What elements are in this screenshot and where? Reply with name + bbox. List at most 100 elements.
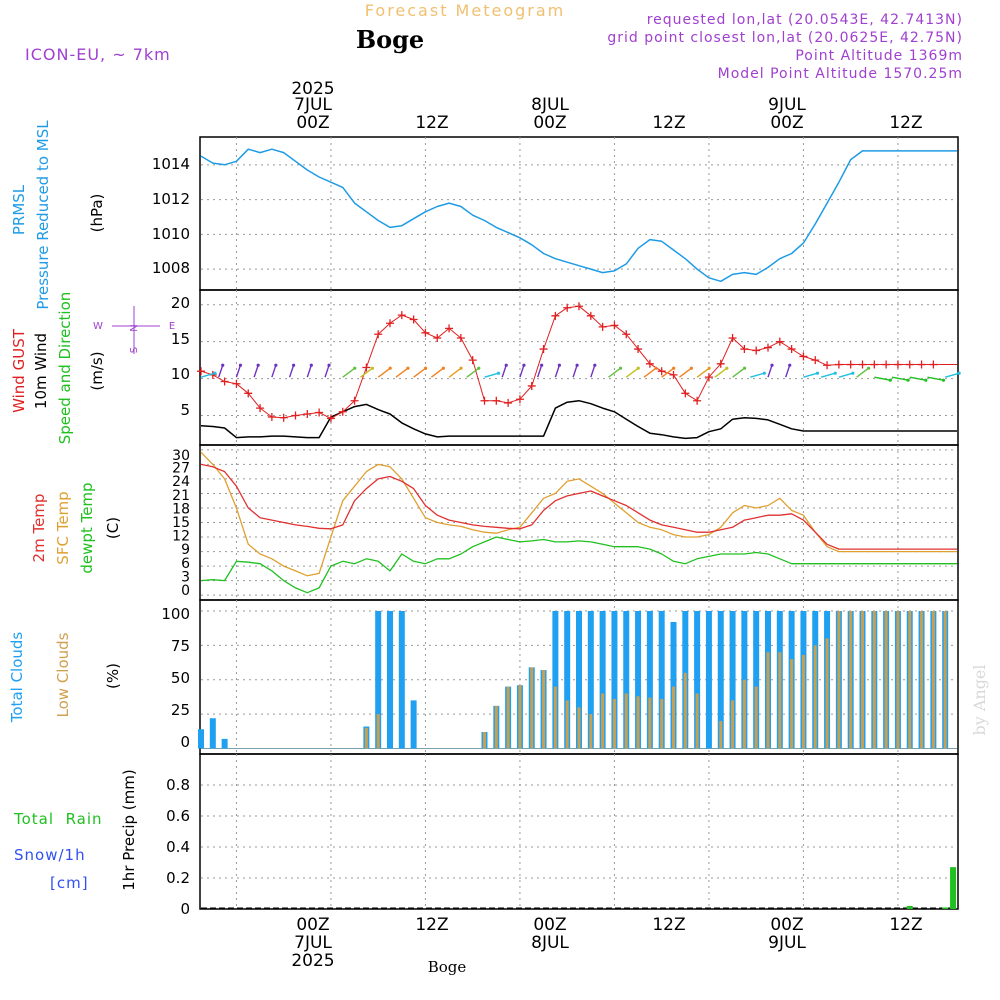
wind-gust-label: Wind GUST xyxy=(10,328,28,413)
gust-marker xyxy=(374,330,383,339)
low-cloud-bar xyxy=(483,732,486,749)
low-cloud-bar xyxy=(518,685,522,749)
total-cloud-bar xyxy=(717,611,724,749)
temp-ytick: 21 xyxy=(172,488,190,504)
gust-marker xyxy=(929,360,938,369)
gust-marker xyxy=(244,389,253,398)
wind-panel-frame xyxy=(199,289,959,446)
gust-marker xyxy=(740,345,749,354)
wind-arrow xyxy=(448,367,462,378)
wind10m-line xyxy=(200,399,957,440)
low-cloud-bar xyxy=(376,714,380,749)
precip-bars xyxy=(201,867,957,909)
wind-arrow-head xyxy=(441,366,445,370)
wind-arrow xyxy=(714,367,728,378)
low-cloud-bar xyxy=(731,700,735,749)
gust-marker xyxy=(575,302,583,311)
gust-marker xyxy=(799,352,808,361)
wind-arrow xyxy=(430,367,444,378)
gust-marker xyxy=(882,360,891,369)
gust-marker xyxy=(480,396,489,405)
pressure-line xyxy=(200,148,957,283)
wind-arrow xyxy=(696,367,710,378)
gust-marker xyxy=(504,398,513,407)
sfc-temp-line xyxy=(200,451,957,577)
low-cloud-bar xyxy=(896,611,900,749)
wind-arrow xyxy=(235,364,242,378)
gust-marker xyxy=(303,410,312,418)
wind-arrow-head xyxy=(388,366,392,370)
wind-arrow-head xyxy=(522,363,526,367)
wind-arrow-head xyxy=(477,366,481,370)
low-cloud-bar xyxy=(589,714,593,749)
top-tick-label: 12Z xyxy=(652,113,685,133)
cloud-bars xyxy=(198,611,957,749)
top-tick-label: 00Z xyxy=(770,113,803,133)
low-cloud-bar xyxy=(683,672,687,749)
wind-arrow xyxy=(856,367,870,378)
temp-dewpt-label: dewpt Temp xyxy=(78,482,96,573)
temp-unit: (C) xyxy=(104,517,122,539)
temp-labels: 2m Temp SFC Temp dewpt Temp (C) xyxy=(30,482,122,573)
temp-ytick: 15 xyxy=(172,515,190,531)
low-cloud-bar xyxy=(636,696,640,749)
gust-marker xyxy=(634,345,643,354)
wind-arrow-head xyxy=(256,363,260,367)
total-cloud-bar xyxy=(375,611,382,749)
wind-arrow-head xyxy=(851,371,855,375)
wind-arrow xyxy=(536,364,543,378)
top-tick-label: 12Z xyxy=(415,113,448,133)
gust-marker xyxy=(870,360,879,369)
gust-marker xyxy=(232,379,241,388)
wind-arrow-head xyxy=(327,363,331,367)
pressure-ytick: 1008 xyxy=(152,259,190,277)
wind-arrow-head xyxy=(238,363,243,367)
gust-markers xyxy=(197,302,938,423)
wind-arrow-head xyxy=(906,378,910,382)
gust-marker xyxy=(256,404,265,413)
model-label: ICON-EU, ~ 7km xyxy=(25,45,171,64)
gust-marker xyxy=(598,322,607,331)
low-cloud-bar xyxy=(813,645,817,749)
top-year: 2025 xyxy=(291,79,334,99)
low-cloud-bar xyxy=(766,652,770,749)
gust-marker xyxy=(811,356,820,365)
gust-marker xyxy=(586,311,595,320)
gust-marker xyxy=(362,363,371,372)
bottom-tick-label: 00Z xyxy=(533,915,566,935)
gust-marker xyxy=(267,412,276,421)
gust-marker xyxy=(492,396,501,405)
total-cloud-bar xyxy=(221,738,228,749)
low-cloud-bar xyxy=(742,679,746,749)
wind-arrows xyxy=(200,363,961,382)
low-cloud-bar xyxy=(920,611,924,749)
precip-labels: Total Rain Snow/1h [cm] 1hr Precip (mm) xyxy=(13,769,138,892)
grid-lines xyxy=(201,137,957,909)
gust-marker xyxy=(468,356,477,365)
wind-arrow xyxy=(767,364,773,378)
wind-arrow-head xyxy=(689,366,694,370)
gust-marker xyxy=(421,328,430,337)
cloud-unit: (%) xyxy=(104,663,122,689)
info-grid-point: grid point closest lon,lat (20.0625E, 42… xyxy=(607,30,963,46)
low-cloud-bar xyxy=(364,727,368,749)
temp-ytick: 27 xyxy=(172,461,190,477)
gust-marker xyxy=(716,359,725,368)
cloud-ytick: 100 xyxy=(161,605,190,623)
series-lines xyxy=(200,148,957,594)
gust-marker xyxy=(823,361,832,370)
low-cloud-bar xyxy=(530,667,534,749)
total-cloud-bar xyxy=(198,729,204,749)
precip-panel-frame xyxy=(199,753,959,910)
wind-arrow xyxy=(377,367,391,378)
wind-arrow-head xyxy=(924,378,928,382)
total-cloud-bar xyxy=(599,611,606,749)
precip-snow-label: Snow/1h xyxy=(14,846,86,864)
gust-marker xyxy=(563,303,572,312)
wind-arrow-head xyxy=(725,366,729,370)
top-day-label: 9JUL xyxy=(768,95,806,115)
gust-marker xyxy=(338,407,347,416)
total-cloud-bar xyxy=(658,611,665,749)
low-cloud-bar xyxy=(612,699,616,749)
cloud-total-label: Total Clouds xyxy=(8,632,26,724)
